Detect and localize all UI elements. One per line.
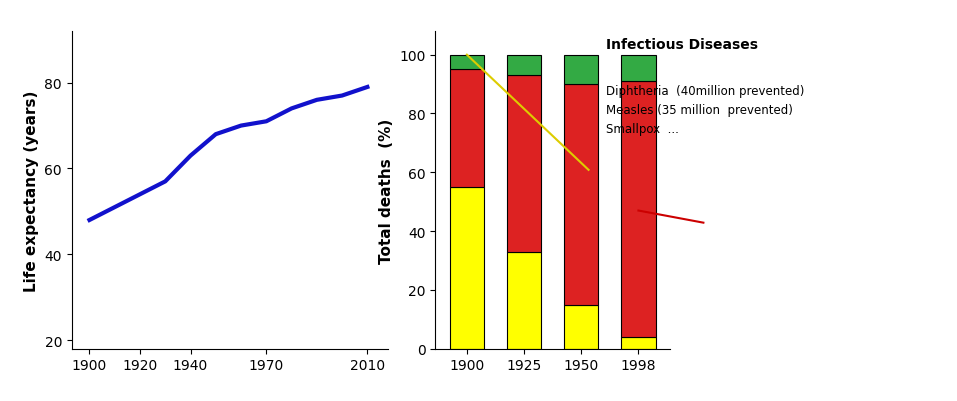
Bar <box>450 188 484 349</box>
Bar <box>450 56 484 70</box>
Text: Diphtheria  (40million prevented)
Measles (35 million  prevented)
Smallpox  ...: Diphtheria (40million prevented) Measles… <box>606 85 805 136</box>
Bar <box>621 337 656 349</box>
Bar <box>507 252 542 349</box>
Bar <box>507 56 542 76</box>
Y-axis label: Total deaths  (%): Total deaths (%) <box>379 118 393 263</box>
Text: Ischemic Heart Disese
Stroke
Cancer
Diabetes
Alzheimer: Ischemic Heart Disese Stroke Cancer Diab… <box>718 269 850 354</box>
Text: Infectious Diseases: Infectious Diseases <box>606 38 758 52</box>
Bar <box>621 56 656 82</box>
Bar <box>621 82 656 337</box>
Y-axis label: Life expectancy (years): Life expectancy (years) <box>24 90 39 291</box>
Bar <box>564 56 598 85</box>
Bar <box>507 76 542 252</box>
Bar <box>564 305 598 349</box>
Text: Non Communicable
Diseases: Non Communicable Diseases <box>718 198 869 228</box>
Bar <box>564 85 598 305</box>
Bar <box>450 70 484 188</box>
